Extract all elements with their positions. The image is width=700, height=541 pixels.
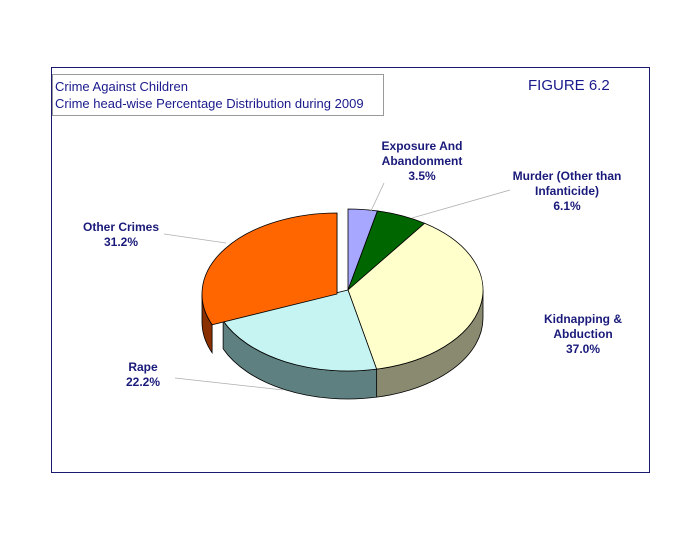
pie-slice-other-crimes bbox=[201, 212, 338, 326]
leader-line-exposure-and-abandonment bbox=[369, 182, 385, 214]
leader-line-murder-other-than-infanticide bbox=[411, 189, 511, 219]
figure-label: FIGURE 6.2 bbox=[528, 77, 610, 94]
pie-slice-kidnapping-abduction bbox=[347, 222, 484, 370]
chart-subtitle: Crime head-wise Percentage Distribution … bbox=[55, 96, 364, 111]
chart-title: Crime Against Children bbox=[55, 79, 188, 94]
data-label-other-crimes: Other Crimes 31.2% bbox=[83, 220, 159, 249]
data-label-murder-other-than-infanticide: Murder (Other than Infanticide) 6.1% bbox=[513, 169, 622, 213]
pie-slice-rape bbox=[222, 289, 378, 372]
data-label-kidnapping-abduction: Kidnapping & Abduction 37.0% bbox=[544, 312, 622, 356]
data-label-exposure-and-abandonment: Exposure And Abandonment 3.5% bbox=[382, 139, 463, 183]
leader-line-other-crimes bbox=[163, 233, 227, 244]
data-label-rape: Rape 22.2% bbox=[126, 360, 160, 389]
leader-line-rape bbox=[174, 377, 284, 391]
chart-title-box: Crime Against Children Crime head-wise P… bbox=[52, 74, 384, 116]
